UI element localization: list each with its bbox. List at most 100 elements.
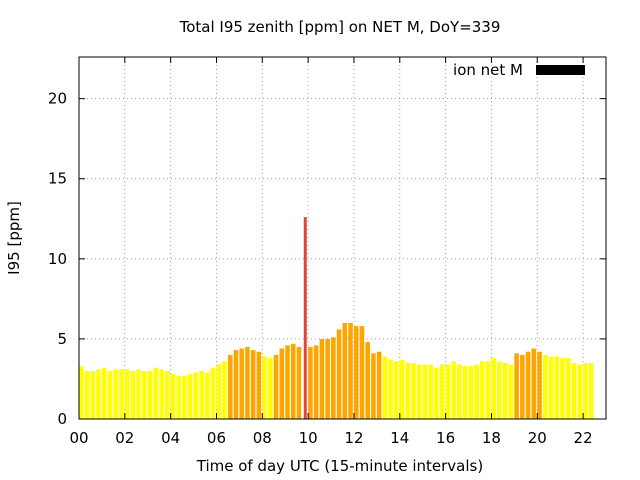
bar bbox=[90, 370, 96, 419]
bar bbox=[371, 353, 376, 419]
bar bbox=[560, 358, 565, 419]
bar bbox=[130, 370, 136, 419]
bar bbox=[520, 354, 525, 419]
chart-title: Total I95 zenith [ppm] on NET M, DoY=339 bbox=[179, 18, 501, 36]
bar bbox=[462, 366, 468, 419]
bar bbox=[79, 366, 84, 419]
bar bbox=[308, 346, 313, 419]
bar bbox=[479, 361, 485, 419]
bar bbox=[331, 337, 336, 419]
bar bbox=[290, 343, 296, 419]
bar bbox=[101, 367, 107, 419]
bar bbox=[84, 370, 90, 419]
bar bbox=[296, 346, 302, 419]
bar bbox=[548, 356, 554, 419]
x-tick-label: 22 bbox=[574, 429, 593, 447]
y-tick-label: 0 bbox=[57, 410, 67, 428]
bar bbox=[394, 361, 399, 419]
plot-frame bbox=[78, 56, 607, 420]
bar bbox=[457, 364, 462, 419]
bar bbox=[227, 354, 233, 419]
x-tick-label: 06 bbox=[207, 429, 226, 447]
bar bbox=[124, 369, 130, 419]
x-axis-label: Time of day UTC (15-minute intervals) bbox=[196, 457, 483, 475]
bar bbox=[565, 358, 571, 419]
bar bbox=[491, 358, 497, 419]
x-tick-label: 02 bbox=[115, 429, 134, 447]
bar bbox=[497, 361, 502, 419]
bar bbox=[303, 217, 307, 419]
x-tick-label: 14 bbox=[390, 429, 409, 447]
legend: ion net M bbox=[453, 61, 585, 79]
bar bbox=[262, 356, 267, 419]
bar bbox=[502, 362, 508, 419]
bar bbox=[376, 351, 382, 419]
bar bbox=[531, 348, 537, 419]
legend-swatch bbox=[536, 65, 585, 75]
bar bbox=[353, 326, 359, 419]
x-tick-label: 10 bbox=[299, 429, 318, 447]
bar bbox=[537, 351, 542, 419]
bar bbox=[336, 329, 342, 419]
bar bbox=[348, 322, 353, 419]
y-tick-label: 15 bbox=[48, 170, 67, 188]
bar bbox=[382, 356, 388, 419]
bar bbox=[107, 370, 113, 419]
bar bbox=[176, 375, 181, 419]
bar bbox=[583, 362, 588, 419]
bar bbox=[514, 353, 519, 419]
bar bbox=[119, 369, 124, 419]
bar bbox=[468, 366, 474, 419]
x-tick-label: 20 bbox=[528, 429, 547, 447]
bar bbox=[182, 375, 187, 419]
grid-lines bbox=[79, 57, 606, 419]
bar bbox=[542, 354, 548, 419]
bar bbox=[233, 350, 239, 419]
bar bbox=[164, 370, 170, 419]
x-tick-label: 12 bbox=[344, 429, 363, 447]
y-tick-labels: 0 5 10 15 20 bbox=[48, 90, 67, 428]
bar bbox=[193, 372, 199, 419]
bar bbox=[434, 367, 439, 419]
bar bbox=[416, 364, 422, 419]
x-tick-label: 16 bbox=[436, 429, 455, 447]
bar bbox=[342, 322, 348, 419]
bar bbox=[96, 369, 101, 419]
bar bbox=[268, 358, 273, 419]
bar bbox=[445, 364, 451, 419]
axis-ticks bbox=[78, 57, 606, 420]
bar bbox=[388, 359, 393, 419]
bar bbox=[210, 367, 216, 419]
bar bbox=[142, 370, 147, 419]
x-tick-label: 08 bbox=[253, 429, 272, 447]
x-tick-label: 18 bbox=[482, 429, 501, 447]
bar bbox=[159, 369, 164, 419]
bar bbox=[205, 372, 210, 419]
bar bbox=[365, 342, 370, 419]
bar bbox=[313, 345, 319, 419]
bar bbox=[428, 364, 434, 419]
bar bbox=[588, 362, 594, 419]
bar bbox=[250, 350, 256, 419]
bar-series bbox=[79, 217, 594, 419]
legend-label: ion net M bbox=[453, 61, 523, 79]
bar bbox=[474, 364, 479, 419]
x-tick-label: 00 bbox=[69, 429, 88, 447]
y-tick-label: 10 bbox=[48, 250, 67, 268]
bar bbox=[239, 348, 244, 419]
bar bbox=[147, 370, 153, 419]
bar bbox=[285, 345, 290, 419]
bar bbox=[222, 361, 227, 419]
y-tick-label: 20 bbox=[48, 90, 67, 108]
bar bbox=[508, 364, 514, 419]
bar bbox=[405, 362, 411, 419]
bar bbox=[525, 351, 531, 419]
bar bbox=[451, 361, 456, 419]
bar bbox=[325, 338, 330, 419]
bar bbox=[199, 370, 204, 419]
bar bbox=[411, 362, 416, 419]
bar bbox=[279, 348, 285, 419]
bar bbox=[136, 369, 141, 419]
bar bbox=[216, 364, 222, 419]
